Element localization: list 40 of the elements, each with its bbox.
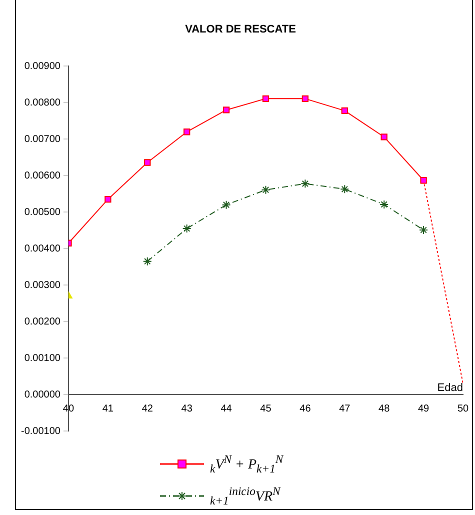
- y-tick-label: 0.00200: [24, 316, 61, 328]
- x-tick-label: 48: [378, 403, 390, 414]
- x-tick-label: 50: [457, 403, 469, 414]
- point: [419, 225, 428, 234]
- point: [261, 185, 270, 194]
- point: [222, 106, 230, 114]
- x-tick-label: 49: [418, 403, 430, 414]
- y-tick-label: 0.00500: [24, 206, 61, 218]
- x-tick-label: 46: [300, 403, 312, 414]
- y-tick-label: 0.00600: [24, 170, 61, 182]
- point: [142, 256, 152, 266]
- x-tick-label: 43: [181, 403, 193, 414]
- point: [380, 134, 388, 140]
- point: [184, 128, 190, 136]
- point: [302, 95, 309, 102]
- y-tick-label: 0.00000: [24, 389, 61, 400]
- x-tick-label: 47: [339, 403, 351, 414]
- x-tick-label: 42: [142, 403, 154, 414]
- x-tick-label: 45: [260, 403, 272, 414]
- point: [341, 107, 348, 114]
- y-tick-label: 0.00400: [24, 243, 61, 254]
- y-tick-label: 0.00300: [24, 280, 61, 291]
- y-tick-label: 0.00900: [24, 60, 61, 72]
- y-tick-label: 0.00700: [24, 134, 61, 145]
- point: [182, 224, 192, 234]
- x-axis-title: Edad: [437, 382, 463, 394]
- point: [300, 179, 310, 188]
- point: [144, 159, 151, 166]
- y-tick-label: -0.00100: [20, 426, 61, 437]
- point: [340, 184, 350, 194]
- x-tick-label: 44: [220, 403, 232, 414]
- chart-title: VALOR DE RESCATE: [185, 24, 296, 36]
- x-tick-label: 41: [102, 403, 114, 414]
- point: [222, 200, 231, 210]
- point: [262, 95, 270, 102]
- point: [380, 200, 389, 209]
- y-tick-label: 0.00100: [24, 352, 61, 364]
- y-tick-label: 0.00800: [24, 97, 61, 108]
- point: [420, 177, 427, 184]
- point: [104, 196, 112, 203]
